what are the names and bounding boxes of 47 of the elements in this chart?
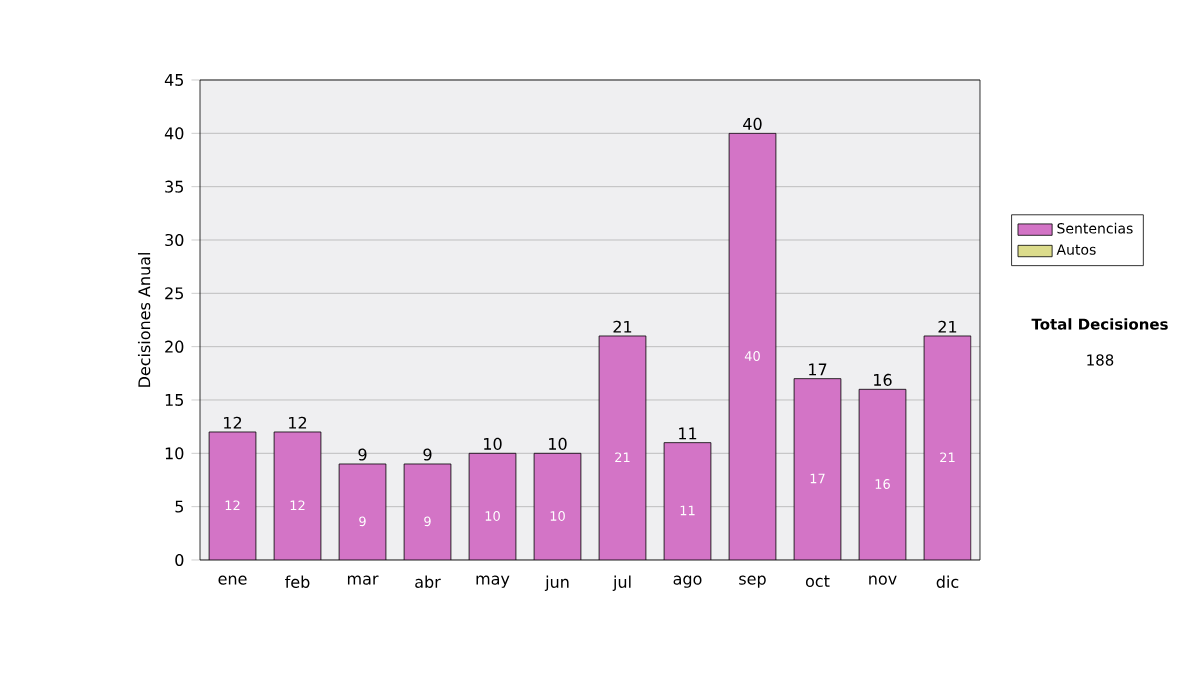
y-tick-label: 5 <box>175 500 184 513</box>
x-tick-label: abr <box>415 575 441 588</box>
x-tick-label: ene <box>218 575 247 585</box>
bar <box>534 453 581 560</box>
total-label: 9 <box>423 448 432 461</box>
bar <box>469 453 516 560</box>
bar <box>729 133 776 560</box>
y-tick-label: 30 <box>165 233 184 247</box>
y-tick-label: 25 <box>165 287 184 300</box>
bar <box>404 463 451 560</box>
bar <box>664 442 711 560</box>
y-tick-label: 45 <box>164 74 184 86</box>
total-label: 17 <box>809 363 827 376</box>
total-label: 16 <box>874 373 892 386</box>
x-tick-label: oct <box>805 575 830 588</box>
y-tick-label: 20 <box>165 340 184 353</box>
x-tick-label: nov <box>869 575 897 585</box>
total-label: 21 <box>938 320 957 333</box>
y-axis-title: Decisiones Anual <box>137 253 151 387</box>
total-label: 10 <box>484 437 502 450</box>
x-tick-label: sep <box>739 575 766 588</box>
bar <box>923 335 972 560</box>
x-tick-label: may <box>476 575 510 588</box>
y-tick-label: 35 <box>165 180 184 193</box>
x-tick-label: ago <box>673 575 702 588</box>
total-label: 12 <box>289 416 307 429</box>
y-tick-label: 15 <box>165 394 184 406</box>
bar <box>794 378 841 560</box>
total-label: 11 <box>679 427 697 440</box>
bar <box>599 335 646 560</box>
bar <box>209 431 256 560</box>
x-tick-label: dic <box>936 575 959 588</box>
x-tick-label: jul <box>612 575 631 592</box>
y-tick-label: 0 <box>175 553 184 567</box>
total-label: 12 <box>224 416 242 429</box>
bar <box>274 431 321 560</box>
total-label: 10 <box>549 437 567 450</box>
bar <box>339 463 386 560</box>
y-tick-label: 40 <box>164 127 184 140</box>
total-label: 40 <box>743 117 762 130</box>
total-label: 9 <box>358 448 367 461</box>
x-tick-label: feb <box>285 575 310 588</box>
y-tick-label: 10 <box>165 447 184 460</box>
x-tick-label: jun <box>544 575 569 592</box>
total-label: 21 <box>613 320 632 333</box>
x-tick-label: mar <box>347 575 379 585</box>
bar <box>859 389 906 560</box>
